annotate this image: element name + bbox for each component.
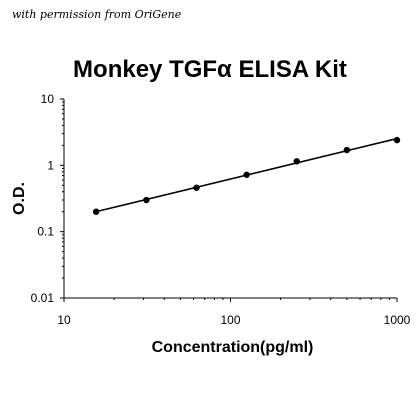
y-tick-label: 0.1 bbox=[37, 225, 54, 239]
data-point bbox=[193, 184, 200, 191]
y-axis-title: O.D. bbox=[11, 182, 28, 215]
permission-caption: with permission from OriGene bbox=[12, 8, 182, 21]
x-axis-title: Concentration(pg/ml) bbox=[152, 339, 314, 356]
data-point bbox=[393, 136, 401, 144]
data-point bbox=[343, 146, 351, 154]
x-tick-label: 1000 bbox=[384, 313, 411, 327]
chart-title: Monkey TGFα ELISA Kit bbox=[73, 56, 347, 83]
x-tick-label: 10 bbox=[57, 313, 71, 327]
y-tick-label: 10 bbox=[41, 92, 55, 106]
chart-ticks: 0.01 0.1 1 10 10 100 1000 bbox=[31, 92, 411, 327]
data-point bbox=[143, 196, 150, 204]
data-point bbox=[243, 171, 250, 178]
chart-plot bbox=[92, 136, 401, 215]
chart-axes bbox=[63, 99, 397, 299]
data-point bbox=[92, 208, 100, 215]
x-tick-label: 100 bbox=[220, 313, 240, 327]
y-tick-label: 1 bbox=[47, 158, 54, 172]
data-point bbox=[293, 158, 300, 165]
y-tick-label: 0.01 bbox=[31, 291, 55, 305]
